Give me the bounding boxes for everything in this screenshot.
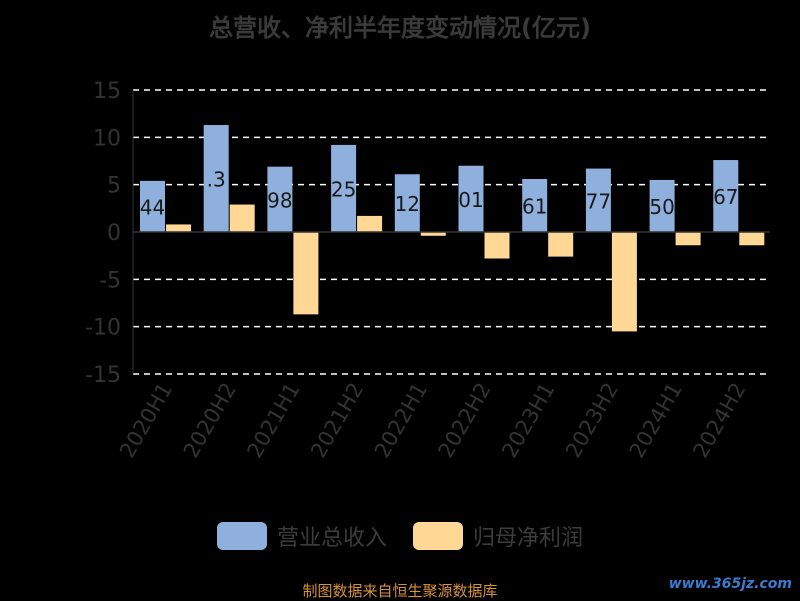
data-label: 98 [267,188,292,212]
y-tick-label: 10 [93,126,121,151]
bar-revenue [394,174,420,232]
bar-revenue [458,165,484,232]
x-tick-label: 2023H1 [497,379,559,463]
legend-label-revenue: 营业总收入 [276,526,387,551]
bar-profit [357,215,383,232]
data-label: 67 [713,185,738,209]
legend-item-profit[interactable]: 归母净利润 [413,520,583,552]
y-tick-label: 5 [107,174,121,199]
data-label: 44 [140,195,165,219]
source-note: 制图数据来自恒生聚源数据库 [302,582,498,600]
y-tick-label: 15 [93,79,121,104]
data-label: 61 [522,194,547,218]
data-label: .3 [207,168,226,192]
bar-profit [166,224,191,232]
y-tick-label: -15 [85,363,121,388]
x-tick-label: 2020H1 [115,379,177,463]
data-label: 25 [331,177,356,201]
legend: 营业总收入 归母净利润 [0,520,800,552]
x-tick-label: 2023H2 [561,379,623,463]
bar-profit [229,204,255,232]
bar-profit [293,232,319,315]
x-tick-label: 2021H2 [306,379,368,463]
x-tick-label: 2020H2 [179,379,241,463]
data-label: 77 [586,189,611,213]
bar-revenue [649,179,675,232]
x-tick-label: 2022H2 [434,378,496,462]
bar-revenue [203,125,229,232]
legend-label-profit: 归母净利润 [473,526,584,551]
bar-revenue [267,166,293,232]
data-label: 01 [458,188,483,212]
bar-profit [484,232,510,259]
x-tick-label: 2024H1 [625,379,687,463]
x-tick-label: 2021H1 [242,379,304,463]
bar-revenue [331,144,357,232]
bar-revenue [140,180,165,232]
legend-swatch-profit [413,522,463,550]
x-tick-label: 2024H2 [688,379,750,463]
bar-revenue [713,160,739,232]
bar-revenue [585,168,611,232]
legend-item-revenue[interactable]: 营业总收入 [216,520,387,552]
bar-profit [675,232,701,246]
data-label: 50 [649,195,674,219]
bar-profit [611,232,637,332]
bar-profit [420,232,446,236]
y-tick-label: -10 [85,316,121,341]
y-tick-label: -5 [99,268,121,293]
x-tick-label: 2022H1 [370,379,432,463]
y-tick-label: 0 [107,221,121,246]
chart-title: 总营收、净利半年度变动情况(亿元) [209,14,591,42]
bar-profit [739,232,765,246]
bar-revenue [522,178,548,232]
bars-layer: 44 .3 98 25 12 01 61 77 50 67 [140,125,765,332]
data-label: 12 [395,192,420,216]
bar-profit [548,232,574,257]
legend-swatch-revenue [216,522,267,550]
watermark: www.365jz.com [668,576,792,592]
